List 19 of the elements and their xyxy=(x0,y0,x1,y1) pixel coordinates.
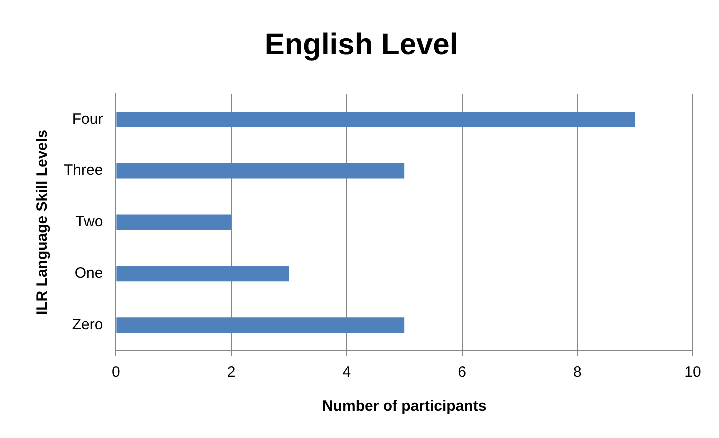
bar xyxy=(116,112,636,128)
x-tick-label: 10 xyxy=(684,364,702,382)
y-tick-label: Four xyxy=(72,110,104,128)
bar xyxy=(116,214,232,230)
x-tick-label: 0 xyxy=(112,364,120,382)
y-tick-label: Three xyxy=(64,162,104,180)
y-tick-label: Two xyxy=(76,214,104,231)
x-tick-label: 8 xyxy=(573,364,582,382)
y-tick-label: One xyxy=(74,265,104,282)
x-tick-label: 4 xyxy=(342,364,352,382)
y-axis-title: ILR Language Skill Levels xyxy=(34,130,52,316)
y-tick-label: Zero xyxy=(72,316,104,334)
x-tick-label: 2 xyxy=(227,364,236,382)
x-tick-label: 6 xyxy=(458,364,466,382)
bar xyxy=(116,318,405,334)
chart-title: English Level xyxy=(264,28,458,62)
x-axis-title: Number of participants xyxy=(322,398,487,416)
bar xyxy=(116,266,290,282)
bar xyxy=(116,163,405,179)
